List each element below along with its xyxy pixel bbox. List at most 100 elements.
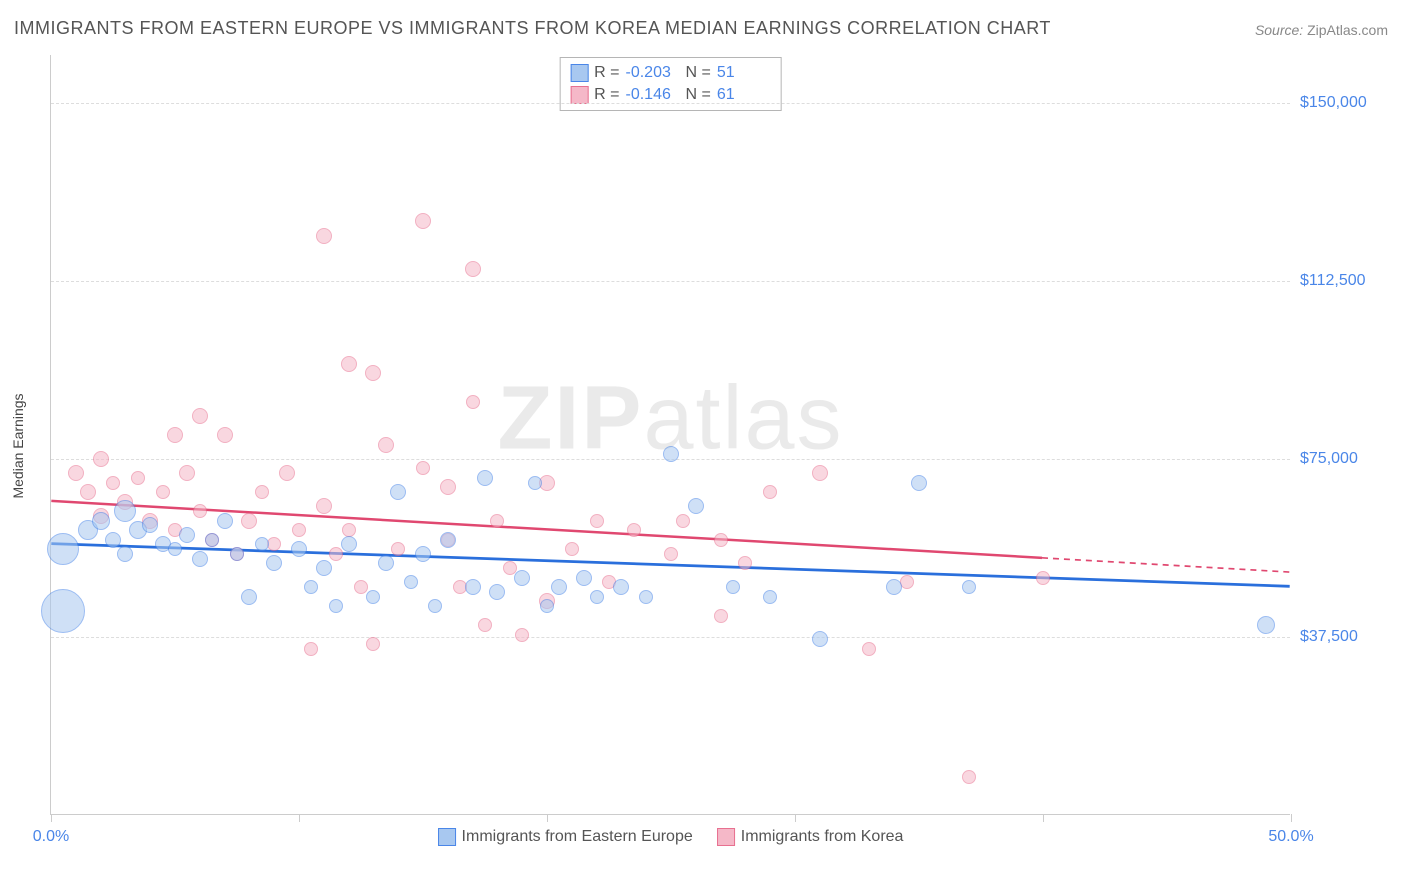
y-tick-label: $75,000	[1300, 450, 1400, 468]
data-point	[241, 513, 257, 529]
watermark-bold: ZIP	[497, 369, 643, 469]
data-point	[590, 590, 604, 604]
y-tick-label: $37,500	[1300, 628, 1400, 646]
data-point	[217, 427, 233, 443]
stats-row: R =-0.203N =51	[570, 62, 771, 84]
data-point	[490, 514, 504, 528]
data-point	[93, 451, 109, 467]
data-point	[812, 465, 828, 481]
legend-swatch	[570, 64, 588, 82]
source-value: ZipAtlas.com	[1307, 22, 1388, 38]
data-point	[812, 631, 828, 647]
data-point	[465, 261, 481, 277]
gridline	[51, 281, 1290, 282]
data-point	[590, 514, 604, 528]
gridline	[51, 103, 1290, 104]
data-point	[47, 533, 79, 565]
data-point	[886, 579, 902, 595]
data-point	[193, 504, 207, 518]
data-point	[316, 228, 332, 244]
data-point	[962, 580, 976, 594]
r-label: R =	[594, 62, 619, 84]
data-point	[341, 356, 357, 372]
data-point	[179, 465, 195, 481]
series-legend: Immigrants from Eastern Europe Immigrants…	[438, 828, 904, 846]
data-point	[80, 484, 96, 500]
x-tick	[795, 814, 796, 822]
data-point	[366, 637, 380, 651]
data-point	[862, 642, 876, 656]
data-point	[738, 556, 752, 570]
data-point	[391, 542, 405, 556]
data-point	[192, 551, 208, 567]
data-point	[292, 523, 306, 537]
plot-area: ZIPatlas R =-0.203N =51R =-0.146N =61 Im…	[50, 55, 1290, 815]
data-point	[241, 589, 257, 605]
data-point	[440, 532, 456, 548]
legend-item: Immigrants from Eastern Europe	[438, 828, 693, 846]
x-tick	[1043, 814, 1044, 822]
data-point	[179, 527, 195, 543]
data-point	[291, 541, 307, 557]
y-axis-label: Median Earnings	[10, 393, 26, 498]
y-tick-label: $112,500	[1300, 272, 1400, 290]
data-point	[378, 437, 394, 453]
trend-lines	[51, 55, 1290, 814]
data-point	[41, 589, 85, 633]
n-label: N =	[686, 62, 711, 84]
data-point	[688, 498, 704, 514]
data-point	[167, 427, 183, 443]
data-point	[514, 570, 530, 586]
data-point	[911, 475, 927, 491]
x-tick-label: 50.0%	[1268, 828, 1313, 846]
x-tick	[299, 814, 300, 822]
data-point	[205, 533, 219, 547]
data-point	[726, 580, 740, 594]
legend-label: Immigrants from Korea	[741, 828, 904, 846]
source-attribution: Source: ZipAtlas.com	[1255, 22, 1388, 38]
data-point	[106, 476, 120, 490]
data-point	[230, 547, 244, 561]
data-point	[576, 570, 592, 586]
data-point	[763, 485, 777, 499]
data-point	[365, 365, 381, 381]
data-point	[1257, 616, 1275, 634]
data-point	[390, 484, 406, 500]
r-value: -0.203	[626, 62, 680, 84]
data-point	[714, 609, 728, 623]
data-point	[428, 599, 442, 613]
data-point	[114, 500, 136, 522]
gridline	[51, 637, 1290, 638]
data-point	[763, 590, 777, 604]
data-point	[267, 537, 281, 551]
data-point	[341, 536, 357, 552]
data-point	[117, 546, 133, 562]
data-point	[639, 590, 653, 604]
data-point	[68, 465, 84, 481]
data-point	[515, 628, 529, 642]
data-point	[131, 471, 145, 485]
data-point	[354, 580, 368, 594]
legend-label: Immigrants from Eastern Europe	[462, 828, 693, 846]
data-point	[440, 479, 456, 495]
data-point	[266, 555, 282, 571]
data-point	[304, 642, 318, 656]
data-point	[714, 533, 728, 547]
data-point	[540, 599, 554, 613]
data-point	[366, 590, 380, 604]
data-point	[613, 579, 629, 595]
x-tick	[547, 814, 548, 822]
data-point	[255, 537, 269, 551]
trend-line-dashed	[1042, 558, 1290, 572]
data-point	[466, 395, 480, 409]
data-point	[168, 542, 182, 556]
data-point	[565, 542, 579, 556]
data-point	[416, 461, 430, 475]
data-point	[465, 579, 481, 595]
y-tick-label: $150,000	[1300, 94, 1400, 112]
data-point	[663, 446, 679, 462]
data-point	[664, 547, 678, 561]
data-point	[342, 523, 356, 537]
data-point	[415, 546, 431, 562]
data-point	[477, 470, 493, 486]
